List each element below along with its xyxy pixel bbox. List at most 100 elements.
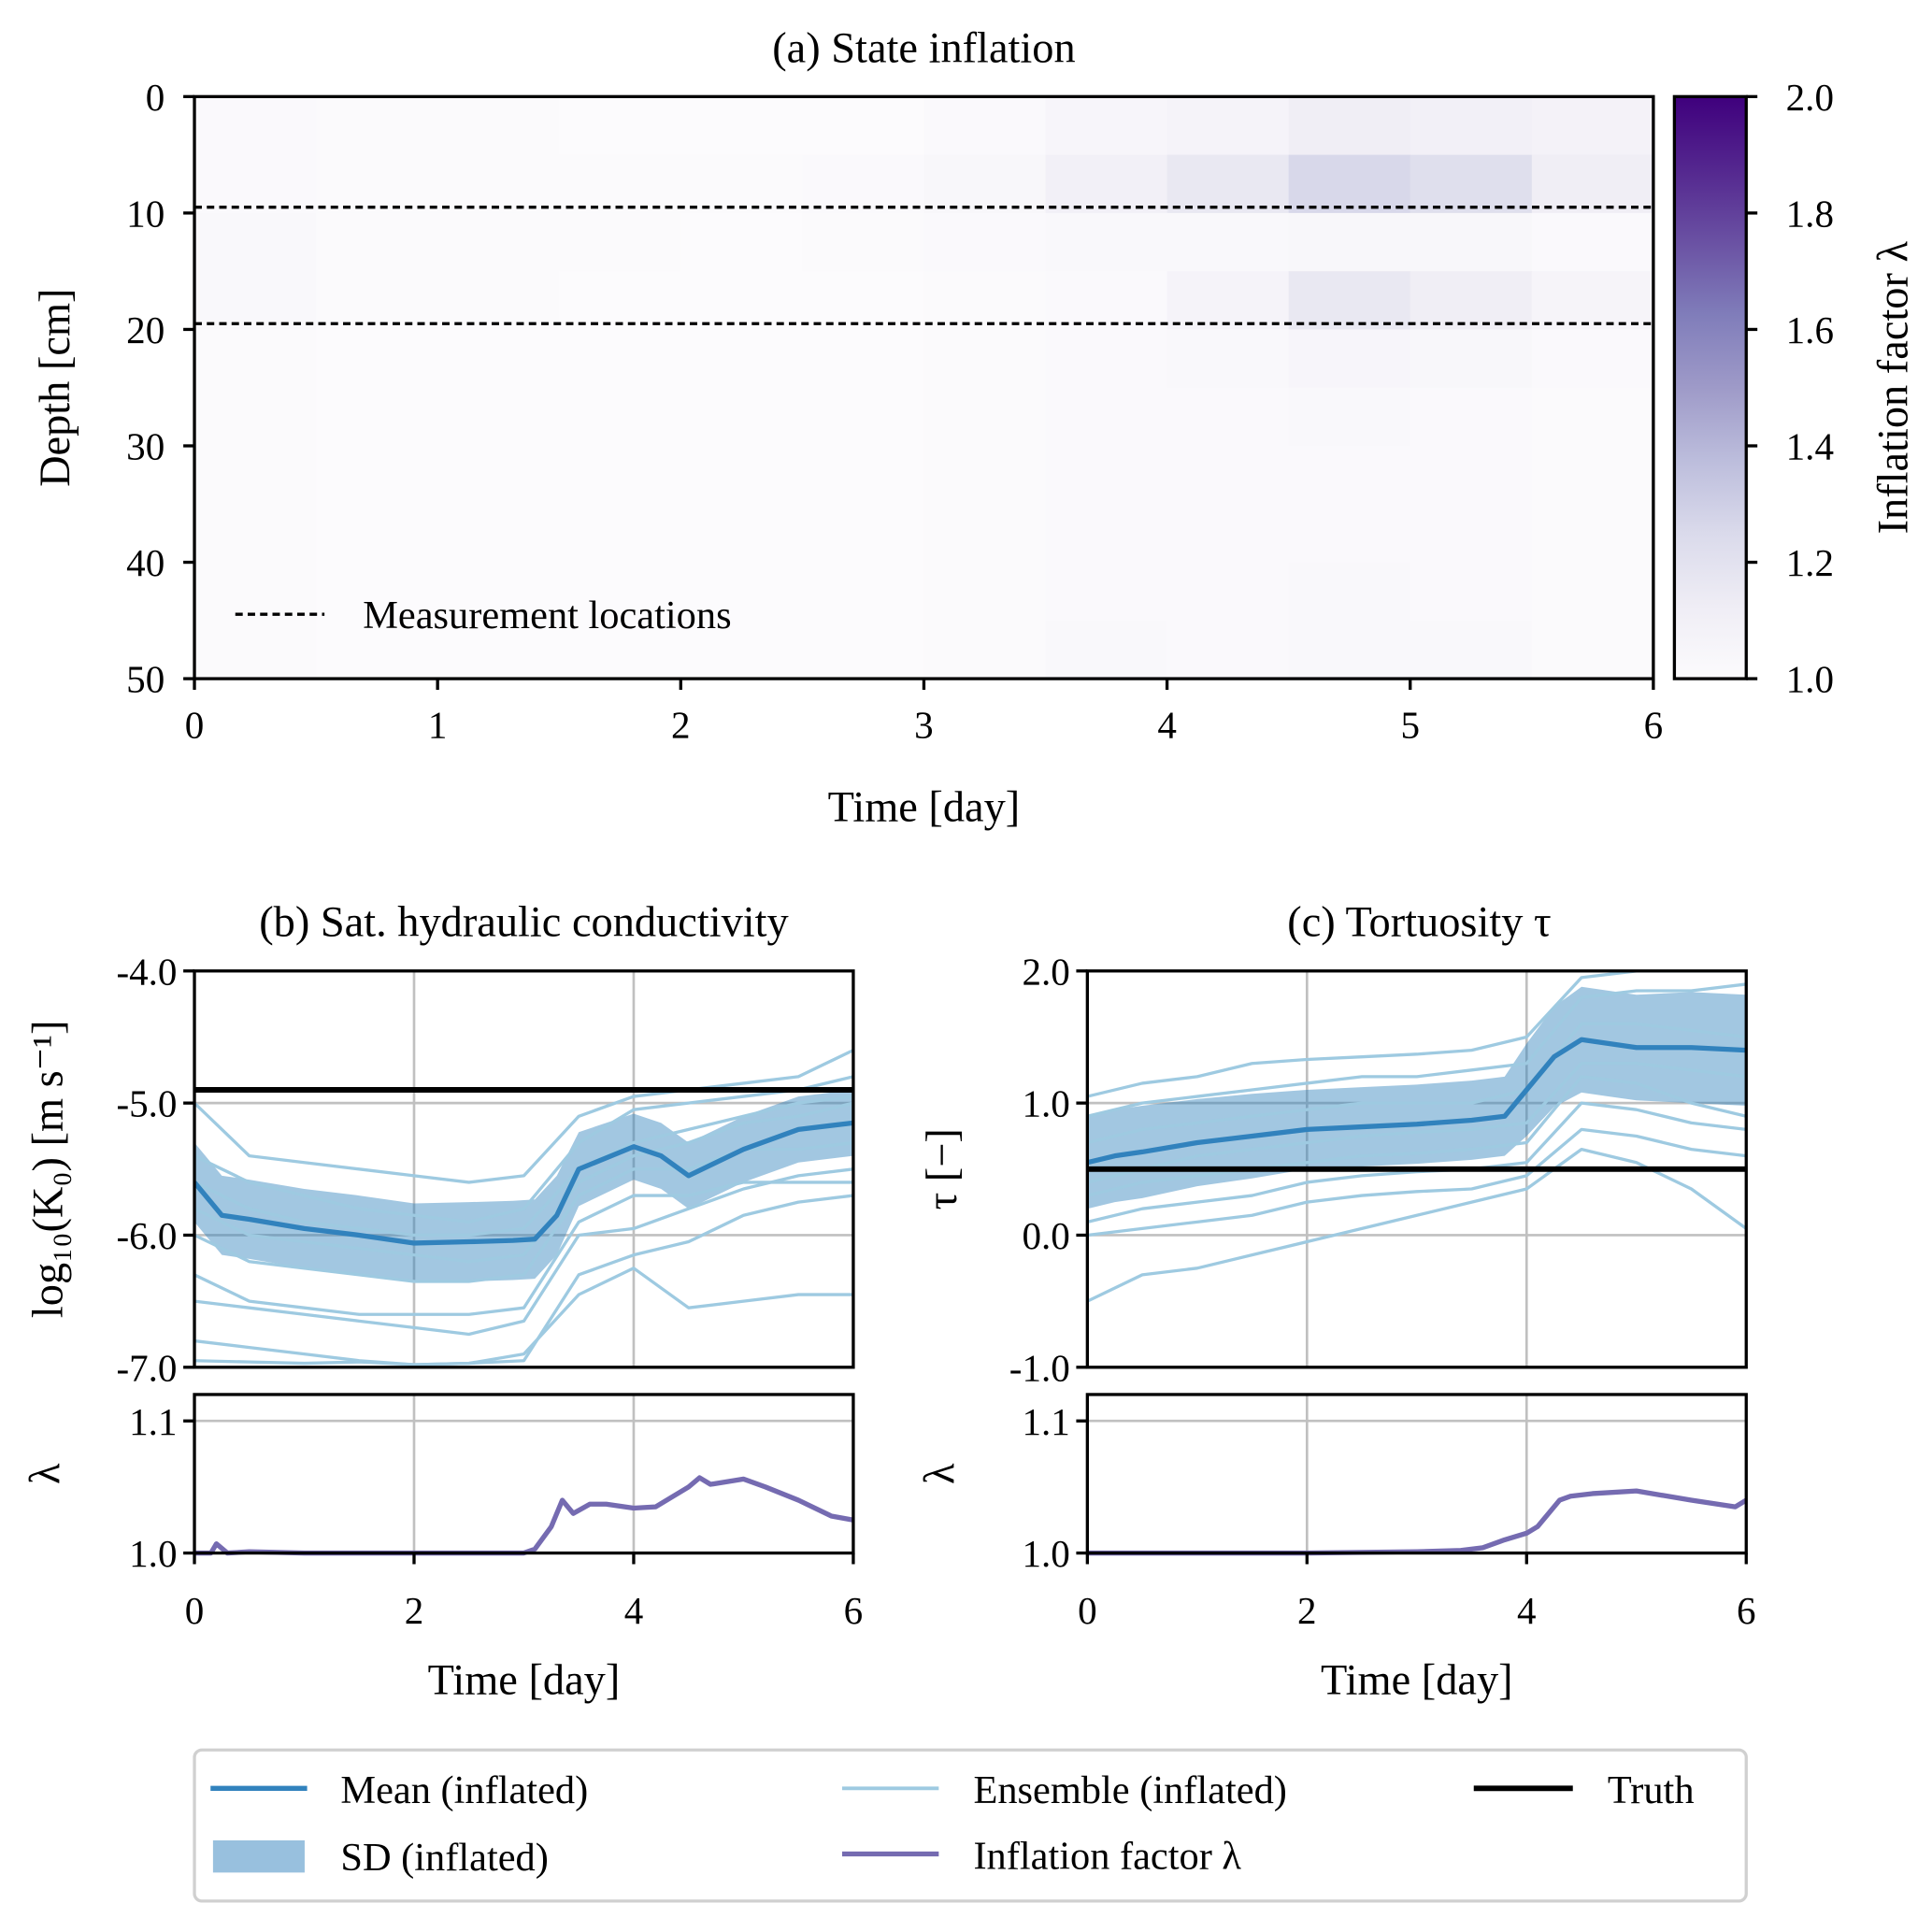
heatmap-ticks: 0 1 2 3 4 5 6 0 10 20 30 40 50 bbox=[126, 76, 1663, 747]
heatmap-cell bbox=[923, 329, 1047, 389]
heatmap-cell bbox=[1045, 620, 1168, 680]
heatmap-cell bbox=[1166, 446, 1290, 505]
plot-area bbox=[194, 1049, 853, 1367]
y-tick-label: 1.0 bbox=[1022, 1082, 1069, 1125]
heatmap-cell bbox=[316, 387, 438, 447]
panel-a-title: (a) State inflation bbox=[772, 24, 1075, 72]
x-tick-label: 0 bbox=[185, 1589, 205, 1632]
heatmap-cell bbox=[680, 562, 804, 622]
legend-ensemble-label: Ensemble (inflated) bbox=[973, 1768, 1286, 1812]
heatmap-cell bbox=[194, 387, 317, 447]
heatmap-cell bbox=[923, 271, 1047, 331]
heatmap-cell bbox=[437, 212, 560, 272]
heatmap-cell bbox=[1166, 212, 1290, 272]
heatmap-cell bbox=[316, 212, 438, 272]
colorbar-tick-label: 1.8 bbox=[1786, 192, 1834, 235]
heatmap-cell bbox=[316, 504, 438, 564]
heatmap-cell bbox=[802, 329, 925, 389]
panel-b-y-label: log₁₀(K₀) [m s⁻¹] bbox=[24, 1020, 72, 1318]
heatmap-cell bbox=[923, 562, 1047, 622]
colorbar-tick-label: 1.2 bbox=[1786, 541, 1834, 584]
heatmap-cell bbox=[437, 96, 560, 156]
x-tick-label: 2 bbox=[1297, 1589, 1317, 1632]
heatmap-cell bbox=[194, 620, 317, 680]
heatmap-cell bbox=[1166, 504, 1290, 564]
heatmap-cell bbox=[1166, 329, 1290, 389]
heatmap-cell bbox=[1410, 96, 1533, 156]
colorbar bbox=[1672, 94, 1748, 680]
mean-line bbox=[194, 1120, 853, 1246]
y-tick-label: -6.0 bbox=[116, 1214, 177, 1257]
x-tick-label: 0 bbox=[1078, 1589, 1097, 1632]
ensemble-member-line bbox=[1087, 970, 1747, 1098]
heatmap-cell bbox=[1410, 271, 1533, 331]
heatmap-cell bbox=[1045, 446, 1168, 505]
heatmap-cell bbox=[1166, 96, 1290, 156]
inflation-factor-line bbox=[1087, 1488, 1748, 1556]
lambda-y-tick-label: 1.1 bbox=[1022, 1400, 1069, 1443]
heatmap-cell bbox=[802, 504, 925, 564]
heatmap-cell bbox=[1531, 620, 1654, 680]
lambda-y-tick-label: 1.0 bbox=[1022, 1532, 1069, 1575]
x-tick-label: 0 bbox=[185, 704, 205, 747]
heatmap-cell bbox=[1288, 504, 1411, 564]
heatmap-cell bbox=[802, 154, 925, 214]
legend-sd-patch bbox=[212, 1839, 305, 1873]
heatmap-cell bbox=[316, 329, 438, 389]
colorbar-tick-label: 1.0 bbox=[1786, 658, 1834, 701]
panel-b-lambda-label: λ bbox=[22, 1463, 70, 1484]
y-tick-label: -4.0 bbox=[116, 950, 177, 993]
ensemble-member-line bbox=[1087, 1022, 1747, 1145]
y-tick-label: 0 bbox=[146, 76, 165, 119]
panel-b-hydraulic-conductivity: (b) Sat. hydraulic conductivity log₁₀(K₀… bbox=[22, 899, 864, 1705]
heatmap-cell bbox=[437, 154, 560, 214]
ensemble-member-line bbox=[194, 1267, 853, 1367]
measurement-lines bbox=[194, 206, 1653, 325]
x-tick-label: 6 bbox=[1644, 704, 1664, 747]
heatmap-cell bbox=[1410, 154, 1533, 214]
y-tick-label: 0.0 bbox=[1022, 1214, 1069, 1257]
y-tick-label: -1.0 bbox=[1009, 1346, 1070, 1389]
y-tick-label: 50 bbox=[126, 658, 165, 701]
heatmap-cell bbox=[680, 96, 804, 156]
x-tick-label: 2 bbox=[405, 1589, 424, 1632]
heatmap-cell bbox=[923, 504, 1047, 564]
heatmap-cell bbox=[194, 96, 317, 156]
panel-b-x-label: Time [day] bbox=[428, 1657, 621, 1705]
x-tick-label: 4 bbox=[624, 1589, 644, 1632]
heatmap-cell bbox=[1166, 387, 1290, 447]
panel-c-tortuosity: (c) Tortuosity τ τ [−] λ Time [day] -1.0… bbox=[916, 899, 1755, 1705]
heatmap-cell bbox=[1288, 96, 1411, 156]
ensemble-member-line bbox=[1087, 1075, 1747, 1197]
x-tick-label: 4 bbox=[1157, 704, 1177, 747]
heatmap-cell bbox=[559, 271, 681, 331]
y-tick-label: 2.0 bbox=[1022, 950, 1069, 993]
legend-mean-label: Mean (inflated) bbox=[340, 1768, 588, 1812]
x-tick-label: 2 bbox=[671, 704, 691, 747]
heatmap-cell bbox=[680, 329, 804, 389]
heatmap-cell bbox=[680, 154, 804, 214]
ensemble-member-line bbox=[194, 1075, 853, 1224]
heatmap-cell bbox=[1166, 620, 1290, 680]
heatmap-cell bbox=[1531, 271, 1654, 331]
heatmap-cell bbox=[1410, 329, 1533, 389]
heatmap-cell bbox=[559, 504, 681, 564]
panel-c-x-label: Time [day] bbox=[1321, 1657, 1513, 1705]
heatmap-cell bbox=[194, 504, 317, 564]
ensemble-member-line bbox=[1087, 1147, 1747, 1303]
heatmap-cell bbox=[1288, 387, 1411, 447]
heatmap-cell bbox=[1531, 387, 1654, 447]
heatmap-cell bbox=[923, 620, 1047, 680]
y-tick-label: -5.0 bbox=[116, 1082, 177, 1125]
inflation-factor-line bbox=[194, 1475, 854, 1556]
heatmap-cell bbox=[1045, 504, 1168, 564]
heatmap-cell bbox=[1531, 562, 1654, 622]
heatmap-cell bbox=[923, 154, 1047, 214]
panel-b-title: (b) Sat. hydraulic conductivity bbox=[259, 899, 788, 947]
heatmap-cell bbox=[559, 96, 681, 156]
heatmap-cell bbox=[802, 562, 925, 622]
heatmap-legend: Measurement locations bbox=[235, 594, 732, 637]
x-tick-label: 6 bbox=[844, 1589, 864, 1632]
main-axes-frame bbox=[193, 969, 855, 1369]
heatmap-cell bbox=[802, 96, 925, 156]
